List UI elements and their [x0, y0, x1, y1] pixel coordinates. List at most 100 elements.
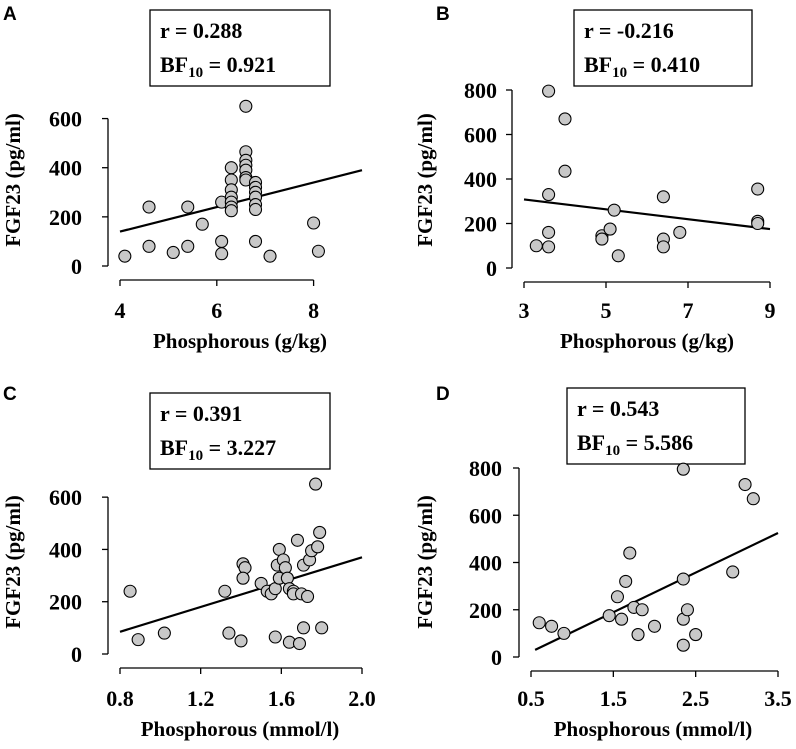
data-point — [676, 638, 690, 652]
x-tick-label: 7 — [683, 298, 694, 323]
data-point — [315, 621, 329, 635]
panel-letter: B — [436, 4, 450, 25]
data-point — [239, 99, 253, 113]
data-point — [746, 492, 760, 506]
data-point — [647, 619, 662, 633]
data-point — [311, 244, 325, 258]
y-tick-label: 400 — [464, 167, 497, 192]
data-point — [751, 216, 765, 231]
data-point — [311, 540, 325, 554]
data-point — [542, 225, 556, 239]
y-tick-label: 400 — [469, 551, 502, 576]
data-point — [603, 222, 617, 236]
data-point — [296, 621, 311, 635]
data-point — [313, 525, 327, 539]
x-tick-label: 2.0 — [348, 686, 376, 711]
x-tick-label: 1.2 — [187, 686, 215, 711]
data-point — [610, 590, 625, 604]
y-tick-label: 800 — [469, 456, 502, 481]
data-point — [607, 203, 621, 217]
data-point — [278, 561, 292, 575]
y-tick-label: 600 — [469, 503, 502, 528]
data-point — [595, 232, 609, 246]
data-point — [263, 249, 277, 263]
data-point — [676, 462, 690, 476]
data-point — [656, 190, 670, 204]
data-point — [181, 200, 195, 214]
data-point — [615, 612, 629, 626]
data-point — [222, 626, 236, 640]
data-point — [215, 247, 229, 261]
data-point — [224, 204, 238, 218]
x-tick-label: 9 — [765, 298, 776, 323]
data-point — [248, 202, 263, 217]
panel-letter: A — [3, 4, 17, 25]
data-point — [142, 200, 156, 214]
y-tick-label: 600 — [49, 485, 82, 510]
y-tick-label: 200 — [49, 590, 82, 615]
data-point — [532, 616, 546, 630]
data-point — [631, 628, 645, 642]
y-tick-label: 800 — [464, 78, 497, 103]
panel-d: Dr = 0.543 BF10 = 5.586 0 200 400 600 800 0.5 1.… — [413, 384, 792, 741]
y-tick-label: 0 — [71, 642, 82, 667]
data-point — [557, 626, 571, 640]
bayes-factor-label: BF10 = 3.227 — [160, 435, 276, 464]
regression-line — [119, 556, 363, 633]
correlation-label: r = 0.288 — [160, 18, 242, 43]
data-point — [680, 603, 694, 617]
correlation-label: r = -0.216 — [584, 18, 674, 43]
data-point — [656, 240, 670, 254]
x-tick-label: 2.5 — [682, 686, 710, 711]
y-tick-label: 0 — [491, 645, 502, 670]
regression-line — [534, 531, 779, 651]
data-point — [726, 565, 740, 579]
x-tick-label: 3.5 — [764, 686, 792, 711]
x-tick-label: 3 — [519, 298, 530, 323]
data-point — [545, 619, 559, 633]
x-tick-label: 1.5 — [600, 686, 628, 711]
data-point — [542, 240, 556, 254]
data-point — [234, 634, 248, 648]
data-point — [123, 584, 137, 598]
panel-b: Br = -0.216 BF10 = 0.410 0 200 400 600 800 3 5 7 9… — [413, 4, 776, 353]
y-axis-title: FGF23 (pg/ml) — [413, 113, 437, 247]
data-point — [224, 161, 238, 175]
data-point — [218, 584, 232, 598]
data-point — [236, 571, 250, 585]
y-tick-label: 400 — [49, 156, 82, 181]
data-point — [248, 234, 263, 248]
data-point — [558, 164, 572, 178]
x-axis-title: Phosphorous (g/kg) — [560, 329, 734, 353]
data-point — [751, 182, 765, 196]
x-tick-label: 8 — [308, 298, 319, 323]
data-point — [131, 633, 145, 647]
y-tick-label: 200 — [469, 598, 502, 623]
data-point — [689, 628, 703, 642]
bayes-factor-label: BF10 = 0.921 — [160, 52, 276, 81]
data-point — [307, 216, 321, 230]
stats-box — [149, 9, 331, 87]
data-point — [195, 217, 209, 231]
correlation-label: r = 0.391 — [160, 401, 242, 426]
data-point — [157, 626, 171, 640]
x-tick-label: 5 — [601, 298, 612, 323]
data-point — [611, 249, 625, 263]
y-tick-label: 200 — [49, 205, 82, 230]
panel-letter: D — [436, 384, 450, 405]
x-axis-title: Phosphorous (mmol/l) — [141, 717, 340, 741]
x-axis-title: Phosphorous (mmol/l) — [554, 717, 753, 741]
y-tick-label: 0 — [486, 256, 497, 281]
data-point — [602, 609, 616, 623]
data-point — [238, 561, 252, 575]
correlation-label: r = 0.543 — [577, 396, 659, 421]
data-point — [542, 188, 556, 202]
bayes-factor-label: BF10 = 5.586 — [577, 430, 693, 459]
data-point — [619, 574, 633, 588]
data-point — [268, 630, 282, 644]
data-point — [166, 245, 180, 260]
stats-box — [573, 9, 753, 87]
y-axis-title: FGF23 (pg/ml) — [1, 113, 25, 247]
data-point — [215, 234, 229, 248]
y-tick-label: 600 — [49, 107, 82, 132]
